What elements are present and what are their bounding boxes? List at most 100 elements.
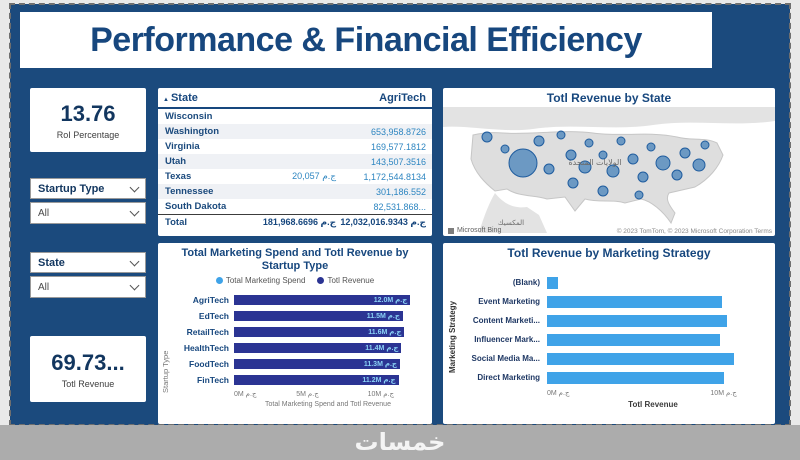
bar-content-marketing[interactable] [547,314,728,327]
state-bubble[interactable] [500,144,510,154]
state-bubble[interactable] [671,169,683,181]
bar-foodtech[interactable]: 11.3M ج.م [234,359,400,369]
table-header-row[interactable]: ▲ State AgriTech [158,88,432,109]
state-revenue-table: ▲ State AgriTech Wisconsin Washington 653… [158,88,432,236]
chevron-down-icon [129,206,140,217]
map-svg: الولايات المتحدة المكسيك [443,107,775,233]
state-slicer-value: All [38,281,50,293]
bing-logo-icon [448,227,454,234]
roi-label: RoI Percentage [56,129,120,140]
category-label: Social Media Ma... [471,354,540,363]
canada-landmass [443,107,775,131]
bar-social-media-marketing[interactable] [547,352,735,365]
chart-legend: Total Marketing Spend Totl Revenue [158,276,432,285]
chevron-down-icon [129,256,140,266]
state-bubble[interactable] [597,185,609,197]
chevron-down-icon [129,182,140,192]
table-row[interactable]: Tennessee 301,186.552 [158,184,432,199]
state-bubble[interactable] [584,138,594,148]
country-label: الولايات المتحدة [568,158,621,167]
state-bubble[interactable] [679,147,691,159]
state-bubble[interactable] [556,130,566,140]
state-bubble[interactable] [481,131,493,143]
category-label: FoodTech [189,359,229,369]
table-row[interactable]: Texas 20,057 ج.م 1,172,544.8134 [165,171,426,182]
chevron-down-icon [129,280,140,291]
strategy-revenue-bar-chart: Totl Revenue by Marketing Strategy Marke… [443,243,775,424]
state-bubble[interactable] [627,153,639,165]
bar-edtech[interactable]: 11.5M ج.م [234,311,403,321]
startup-type-slicer-dropdown[interactable]: All [30,202,146,224]
startup-type-slicer-label: Startup Type [38,182,105,195]
startup-type-slicer-value: All [38,207,50,219]
state-bubble[interactable] [616,136,626,146]
table-row[interactable]: Virginia 169,577.1812 [165,141,426,152]
legend-dot-revenue [317,277,325,285]
state-bubble[interactable] [634,190,644,200]
spend-x-axis: 0M ج.م 5M ج.م 10M ج.م [234,391,394,398]
startup-type-slicer-header[interactable]: Startup Type [30,178,146,199]
bar-event-marketing[interactable] [547,295,722,308]
map-attribution[interactable]: © 2023 TomTom, © 2023 Microsoft Corporat… [616,228,772,235]
revenue-value: 69.73... [51,349,125,375]
state-slicer-dropdown[interactable]: All [30,276,146,298]
sort-arrow-icon[interactable]: ▲ [163,96,169,103]
spend-chart-title: Total Marketing Spend and Totl Revenue b… [181,247,409,273]
category-label: AgriTech [192,295,229,305]
bar-agritech[interactable]: 12.0M ج.م [234,295,411,305]
column-header-agritech[interactable]: AgriTech [379,91,426,104]
bar-retailtech[interactable]: 11.6M ج.م [234,327,405,337]
category-label: FinTech [197,375,229,385]
us-map[interactable]: الولايات المتحدة المكسيك Microsoft Bing … [443,107,775,236]
watermark-text: خمسات [354,429,446,456]
category-label: Direct Marketing [477,373,540,382]
category-label: RetailTech [186,327,229,337]
state-bubble[interactable] [565,149,577,161]
bar-direct-marketing[interactable] [547,371,724,384]
state-slicer-header[interactable]: State [30,252,146,273]
state-bubble[interactable] [692,158,706,172]
revenue-kpi-card: 69.73... Totl Revenue [30,336,146,402]
table-row[interactable]: Washington 653,958.8726 [158,124,432,139]
bar-blank[interactable] [547,276,558,289]
state-bubble[interactable] [567,177,579,189]
mexico-label: المكسيك [498,219,524,227]
roi-value: 13.76 [60,100,116,126]
spend-revenue-bar-chart: Total Marketing Spend and Totl Revenue b… [158,243,432,424]
revenue-map-visual: Totl Revenue by State [443,88,775,236]
page-title: Performance & Financial Efficiency [90,20,642,59]
bar-healthtech[interactable]: 11.4M ج.م [234,343,402,353]
strategy-y-axis-title: Marketing Strategy [448,300,457,373]
state-bubble[interactable] [598,150,608,160]
table-row[interactable]: South Dakota 82,531.868... [165,201,426,212]
state-bubble[interactable] [578,160,592,174]
strategy-x-axis: 0M ج.م 10M ج.م [547,390,737,397]
category-label: Influencer Mark... [474,335,540,344]
state-bubble[interactable] [533,135,545,147]
state-bubble[interactable] [543,163,555,175]
roi-kpi-card: 13.76 RoI Percentage [30,88,146,152]
revenue-label: Totl Revenue [61,378,115,389]
strategy-plot-area: (Blank) Event Marketing Content Marketi.… [459,273,759,409]
spend-y-axis-title: Startup Type [161,350,170,393]
category-label: EdTech [198,311,229,321]
state-bubble[interactable] [700,140,710,150]
column-header-state[interactable]: State [170,91,198,104]
bing-maps-logo: Microsoft Bing [448,227,501,234]
legend-dot-spend [215,277,223,285]
state-bubble[interactable] [637,171,649,183]
report-canvas: Performance & Financial Efficiency 13.76… [9,3,791,426]
state-bubble[interactable] [508,148,538,178]
strategy-x-axis-title: Totl Revenue [628,400,678,409]
bar-influencer-marketing[interactable] [547,333,721,346]
strategy-chart-title: Totl Revenue by Marketing Strategy [507,246,711,260]
state-bubble[interactable] [606,164,620,178]
table-row[interactable]: Wisconsin [165,111,213,122]
table-row[interactable]: Utah 143,507.3516 [158,154,432,169]
spend-x-axis-title: Total Marketing Spend and Totl Revenue [265,401,391,408]
state-bubble[interactable] [655,155,671,171]
state-bubble[interactable] [646,142,656,152]
category-label: HealthTech [183,343,229,353]
bar-fintech[interactable]: 11.2M ج.م [234,375,399,385]
